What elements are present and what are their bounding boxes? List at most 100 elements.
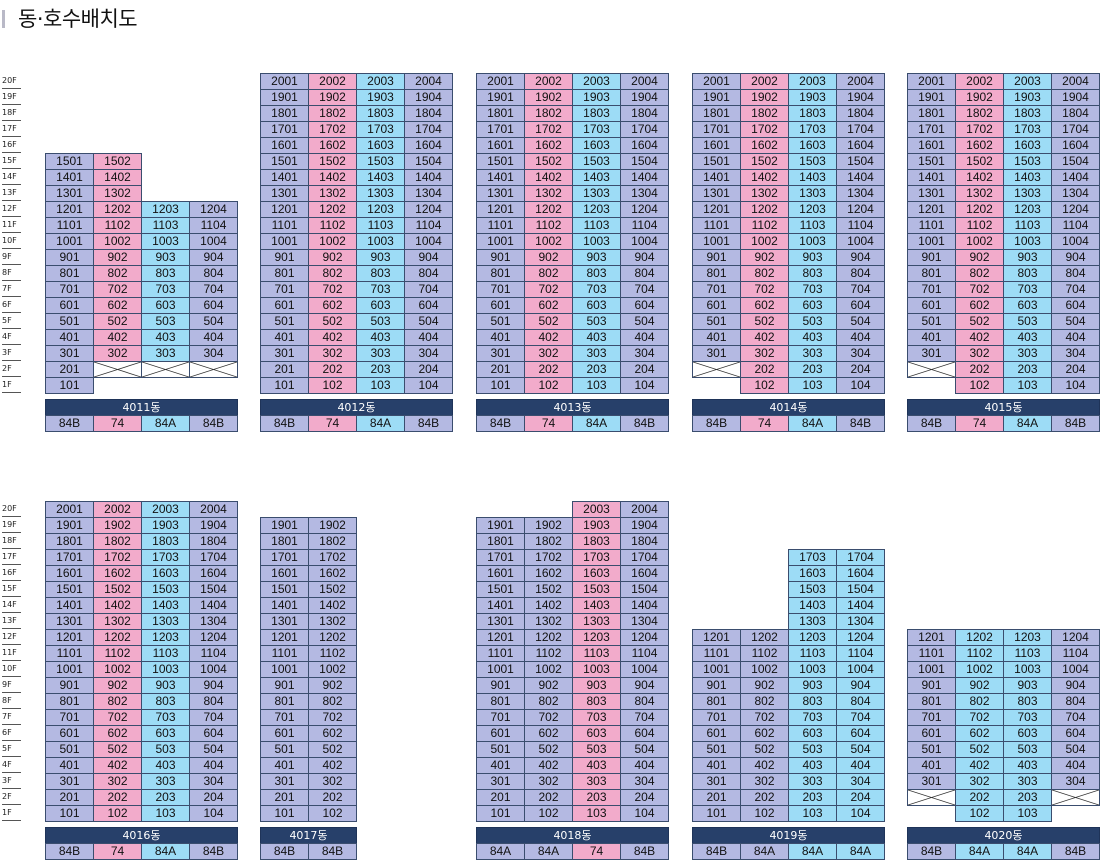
- unit-cell[interactable]: 1802: [308, 105, 357, 122]
- unit-cell[interactable]: 1603: [788, 565, 837, 582]
- unit-cell[interactable]: 801: [907, 693, 956, 710]
- unit-cell[interactable]: 1101: [260, 217, 309, 234]
- unit-cell[interactable]: 403: [141, 757, 190, 774]
- unit-cell[interactable]: 1101: [907, 217, 956, 234]
- unit-cell[interactable]: 1202: [955, 201, 1004, 218]
- unit-cell[interactable]: 1604: [1051, 137, 1100, 154]
- unit-cell[interactable]: 802: [955, 693, 1004, 710]
- unit-cell[interactable]: 1502: [93, 153, 142, 170]
- unit-cell[interactable]: 402: [740, 329, 789, 346]
- unit-cell[interactable]: 304: [189, 345, 238, 362]
- unit-cell[interactable]: 503: [141, 741, 190, 758]
- unit-cell[interactable]: 1704: [404, 121, 453, 138]
- unit-cell[interactable]: 1801: [476, 105, 525, 122]
- unit-cell[interactable]: 1001: [692, 233, 741, 250]
- unit-cell[interactable]: 1802: [524, 105, 573, 122]
- unit-cell[interactable]: 404: [1051, 757, 1100, 774]
- unit-cell[interactable]: 401: [260, 329, 309, 346]
- unit-cell[interactable]: 1303: [356, 185, 405, 202]
- unit-cell[interactable]: 1001: [692, 661, 741, 678]
- unit-cell[interactable]: 501: [476, 313, 525, 330]
- unit-cell[interactable]: 402: [93, 329, 142, 346]
- unit-cell[interactable]: 1204: [404, 201, 453, 218]
- unit-cell[interactable]: 504: [620, 741, 669, 758]
- unit-cell[interactable]: 1201: [907, 201, 956, 218]
- unit-cell[interactable]: 1401: [260, 169, 309, 186]
- unit-cell[interactable]: 603: [1003, 725, 1052, 742]
- unit-cell[interactable]: 804: [620, 693, 669, 710]
- unit-cell[interactable]: 1104: [189, 645, 238, 662]
- unit-cell[interactable]: 1304: [1051, 185, 1100, 202]
- unit-cell[interactable]: 302: [955, 773, 1004, 790]
- unit-cell[interactable]: 303: [141, 345, 190, 362]
- unit-cell[interactable]: 1602: [524, 137, 573, 154]
- unit-cell[interactable]: 2001: [907, 73, 956, 90]
- unit-cell[interactable]: 901: [476, 677, 525, 694]
- unit-cell[interactable]: 804: [1051, 265, 1100, 282]
- unit-cell[interactable]: 1401: [260, 597, 309, 614]
- unit-cell[interactable]: 1202: [740, 201, 789, 218]
- unit-cell[interactable]: 1903: [572, 89, 621, 106]
- unit-cell[interactable]: 603: [788, 725, 837, 742]
- unit-cell[interactable]: 703: [141, 281, 190, 298]
- unit-cell[interactable]: 1401: [476, 597, 525, 614]
- unit-cell[interactable]: 801: [260, 693, 309, 710]
- unit-cell[interactable]: 601: [907, 297, 956, 314]
- unit-cell[interactable]: 504: [1051, 313, 1100, 330]
- unit-cell[interactable]: 2003: [572, 73, 621, 90]
- unit-cell[interactable]: 1801: [45, 533, 94, 550]
- unit-cell[interactable]: 1002: [308, 233, 357, 250]
- unit-cell[interactable]: 804: [189, 265, 238, 282]
- unit-cell[interactable]: 703: [1003, 281, 1052, 298]
- unit-cell[interactable]: 702: [524, 281, 573, 298]
- unit-cell[interactable]: 402: [93, 757, 142, 774]
- unit-cell[interactable]: 504: [836, 741, 885, 758]
- unit-cell[interactable]: 502: [740, 741, 789, 758]
- unit-cell[interactable]: 702: [93, 281, 142, 298]
- unit-cell[interactable]: 1703: [572, 549, 621, 566]
- unit-cell[interactable]: 1901: [260, 517, 309, 534]
- unit-cell[interactable]: 602: [740, 725, 789, 742]
- unit-cell[interactable]: 1302: [955, 185, 1004, 202]
- unit-cell[interactable]: 1401: [692, 169, 741, 186]
- unit-cell[interactable]: 804: [404, 265, 453, 282]
- unit-cell[interactable]: 1104: [836, 217, 885, 234]
- unit-cell[interactable]: 1102: [524, 217, 573, 234]
- unit-cell[interactable]: 1701: [476, 121, 525, 138]
- unit-cell[interactable]: 1003: [356, 233, 405, 250]
- unit-cell[interactable]: 302: [308, 345, 357, 362]
- unit-cell[interactable]: 1602: [308, 565, 357, 582]
- unit-cell[interactable]: 701: [45, 281, 94, 298]
- unit-cell[interactable]: 602: [308, 297, 357, 314]
- unit-cell[interactable]: 304: [189, 773, 238, 790]
- unit-cell[interactable]: 1301: [45, 613, 94, 630]
- unit-cell[interactable]: 1201: [907, 629, 956, 646]
- unit-cell[interactable]: 1902: [308, 517, 357, 534]
- unit-cell[interactable]: 601: [45, 725, 94, 742]
- unit-cell[interactable]: 1502: [955, 153, 1004, 170]
- unit-cell[interactable]: 1401: [476, 169, 525, 186]
- unit-cell[interactable]: 904: [620, 677, 669, 694]
- unit-cell[interactable]: 902: [955, 677, 1004, 694]
- unit-cell[interactable]: 301: [45, 773, 94, 790]
- unit-cell[interactable]: 1904: [620, 89, 669, 106]
- unit-cell[interactable]: 101: [260, 377, 309, 394]
- unit-cell[interactable]: 203: [788, 361, 837, 378]
- unit-cell[interactable]: 102: [740, 805, 789, 822]
- unit-cell[interactable]: 602: [93, 725, 142, 742]
- unit-cell[interactable]: 503: [788, 313, 837, 330]
- unit-cell[interactable]: 204: [620, 361, 669, 378]
- unit-cell[interactable]: 704: [189, 709, 238, 726]
- unit-cell[interactable]: 404: [189, 757, 238, 774]
- unit-cell[interactable]: 203: [788, 789, 837, 806]
- unit-cell[interactable]: 404: [189, 329, 238, 346]
- unit-cell[interactable]: 201: [45, 361, 94, 378]
- unit-cell[interactable]: 403: [1003, 757, 1052, 774]
- unit-cell[interactable]: 702: [955, 281, 1004, 298]
- unit-cell[interactable]: 203: [141, 789, 190, 806]
- unit-cell[interactable]: 1403: [572, 597, 621, 614]
- unit-cell[interactable]: 1003: [572, 233, 621, 250]
- unit-cell[interactable]: 2003: [788, 73, 837, 90]
- unit-cell[interactable]: 1404: [620, 169, 669, 186]
- unit-cell[interactable]: 502: [93, 313, 142, 330]
